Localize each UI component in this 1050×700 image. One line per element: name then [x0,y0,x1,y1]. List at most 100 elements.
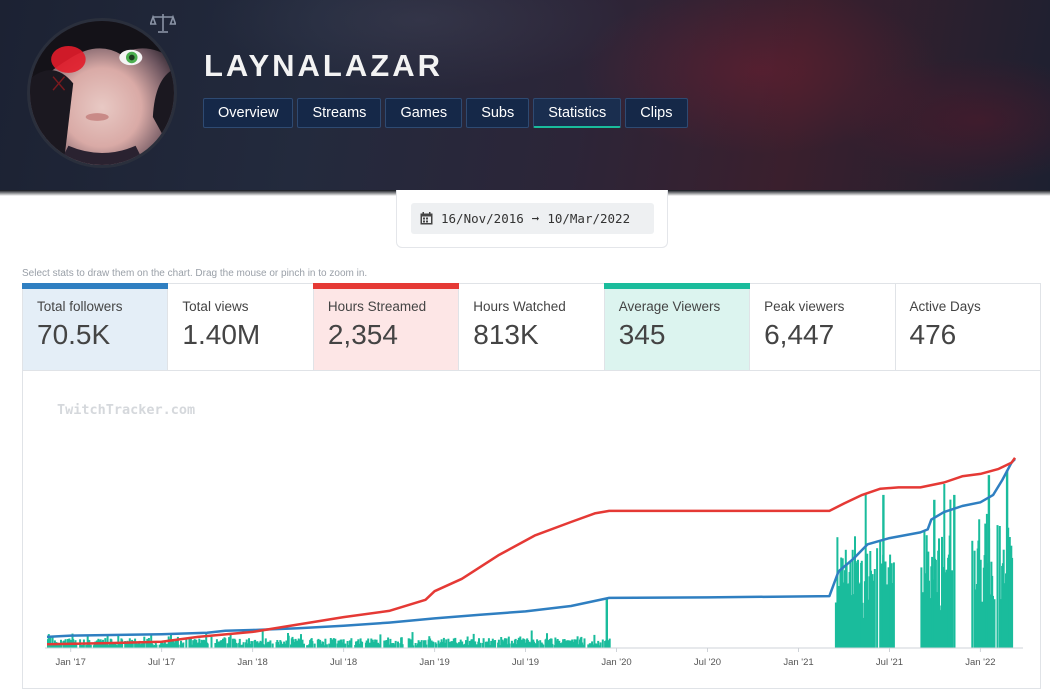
average-viewers-bar [75,643,78,648]
stat-label: Average Viewers [618,299,721,314]
tab-streams[interactable]: Streams [297,98,382,128]
tab-games[interactable]: Games [385,98,463,128]
stat-label: Total views [182,299,249,314]
average-viewers-bar [127,643,130,648]
average-viewers-bar [412,645,415,648]
average-viewers-bar [424,640,427,648]
average-viewers-bar [563,639,566,648]
stat-average-viewers[interactable]: Average Viewers 345 [603,283,751,370]
average-viewers-bar [510,640,513,648]
average-viewers-bar [240,644,243,648]
average-viewers-bar [229,634,232,648]
average-viewers-bar [998,526,1001,648]
average-viewers-bar [411,632,414,648]
average-viewers-bar [458,642,461,648]
average-viewers-bar [317,638,320,648]
average-viewers-bar [167,636,170,648]
date-range-picker[interactable]: 16/Nov/2016 ➞ 10/Mar/2022 [411,203,654,234]
average-viewers-bar [566,640,569,648]
average-viewers-bar [271,643,274,648]
stat-label: Hours Watched [473,299,566,314]
average-viewers-bar [987,475,991,648]
average-viewers-bar [303,643,305,648]
channel-nav: Overview Streams Games Subs Statistics C… [203,98,688,128]
tab-subs[interactable]: Subs [466,98,530,128]
average-viewers-bar [224,638,227,648]
stats-row: Total followers 70.5K Total views 1.40M … [21,283,1041,371]
average-viewers-bar [176,636,179,648]
chart-canvas[interactable]: TwitchTracker.com Jan '17 Jul '17 Jan '18 J… [23,371,1042,689]
average-viewers-bar [357,639,360,648]
average-viewers-bar [361,641,364,648]
average-viewers-bar [306,645,309,648]
average-viewers-bar [934,560,937,648]
stats-chart[interactable]: TwitchTracker.com Jan '17 Jul '17 Jan '18 J… [22,371,1041,689]
average-viewers-bar [562,639,565,648]
average-viewers-bar [973,550,976,648]
chart-hint: Select stats to draw them on the chart. … [22,268,368,279]
average-viewers-bar [180,640,182,648]
average-viewers-bar [377,644,380,648]
stat-total-views[interactable]: Total views 1.40M [168,284,314,370]
average-viewers-bar [468,640,471,648]
stat-peak-viewers[interactable]: Peak viewers 6,447 [750,284,896,370]
stat-active-days[interactable]: Active Days 476 [895,284,1040,370]
average-viewers-bar [429,638,432,648]
average-viewers-bar [188,637,191,648]
average-viewers-bar [1011,557,1014,648]
stat-total-followers[interactable]: Total followers 70.5K [21,283,169,370]
average-viewers-bar [884,561,887,648]
average-viewers-bar [394,640,397,648]
x-tick-label: Jul '20 [694,657,721,668]
average-viewers-bar [873,569,876,648]
stat-hours-streamed[interactable]: Hours Streamed 2,354 [312,283,460,370]
average-viewers-bar [107,645,110,648]
x-tick-label: Jan '19 [419,657,449,668]
average-viewers-bar [505,638,508,648]
average-viewers-bar [978,519,981,648]
average-viewers-bar [472,633,475,648]
average-viewers-bar [459,639,462,648]
average-viewers-bar [550,638,553,648]
tab-statistics[interactable]: Statistics [533,98,622,128]
average-viewers-bar [408,638,411,648]
average-viewers-bar [214,643,217,648]
average-viewers-bar [298,639,301,648]
average-viewers-bar [85,644,88,648]
stat-label: Peak viewers [764,299,845,314]
balance-scale-icon[interactable] [150,12,176,34]
avatar[interactable] [27,18,177,168]
average-viewers-bar [530,630,533,648]
average-viewers-bar [580,636,583,648]
average-viewers-bar [216,641,219,648]
average-viewers-bar [841,558,844,648]
tab-overview[interactable]: Overview [203,98,294,128]
average-viewers-bar [442,637,445,648]
average-viewers-bar [285,640,288,648]
tab-clips[interactable]: Clips [625,98,688,128]
average-viewers-bar [319,639,322,648]
average-viewers-bar [355,641,357,648]
average-viewers-bar [941,567,944,648]
average-viewers-bar [419,641,422,648]
stat-value: 2,354 [327,319,398,350]
average-viewers-bar [185,639,188,648]
channel-banner: LAYNALAZAR Overview Streams Games Subs S… [0,0,1050,190]
average-viewers-bar [591,641,594,648]
average-viewers-bar [158,644,161,648]
stat-value: 476 [909,319,957,350]
average-viewers-bar [385,640,388,648]
average-viewers-bar [979,559,982,648]
average-viewers-bar [882,494,885,648]
average-viewers-bar [365,640,368,648]
x-tick-label: Jul '17 [148,657,175,668]
average-viewers-bar [387,644,390,648]
average-viewers-bar [334,638,337,648]
average-viewers-bar [155,644,158,648]
average-viewers-bar [597,640,600,648]
stat-hours-watched[interactable]: Hours Watched 813K [459,284,605,370]
average-viewers-bar [397,641,399,648]
average-viewers-bar [189,638,192,648]
average-viewers-bar [324,638,327,648]
average-viewers-bar [420,640,423,648]
